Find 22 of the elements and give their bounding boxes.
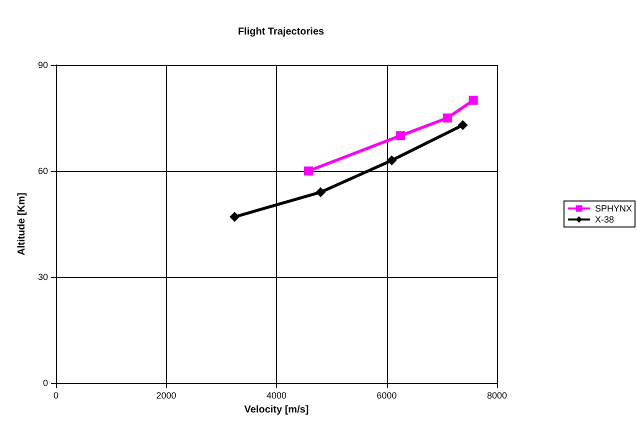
x-tick-label: 0 [53, 390, 59, 400]
point [230, 212, 240, 222]
y-tick-label: 30 [38, 272, 48, 282]
x-tick-label: 4000 [266, 390, 287, 400]
x-axis-title: Velocity [m/s] [244, 404, 309, 416]
point [396, 131, 406, 140]
y-axis-title: Altitude [Km] [16, 192, 28, 256]
x-tick-label: 8000 [486, 390, 508, 400]
y-tick-label: 60 [38, 166, 48, 176]
chart-title: Flight Trajectories [238, 26, 324, 38]
point [458, 120, 468, 130]
point [386, 155, 397, 166]
point [316, 187, 326, 198]
point [304, 166, 313, 176]
y-tick-label: 0 [42, 378, 48, 388]
x-tick-label: 6000 [376, 390, 397, 400]
point [442, 114, 452, 122]
y-tick-label: 90 [38, 60, 48, 70]
x-tick-label: 2000 [156, 390, 176, 400]
point [468, 96, 478, 105]
legend-label: X-38 [594, 214, 614, 224]
legend-label: SPHYNX [594, 204, 632, 214]
